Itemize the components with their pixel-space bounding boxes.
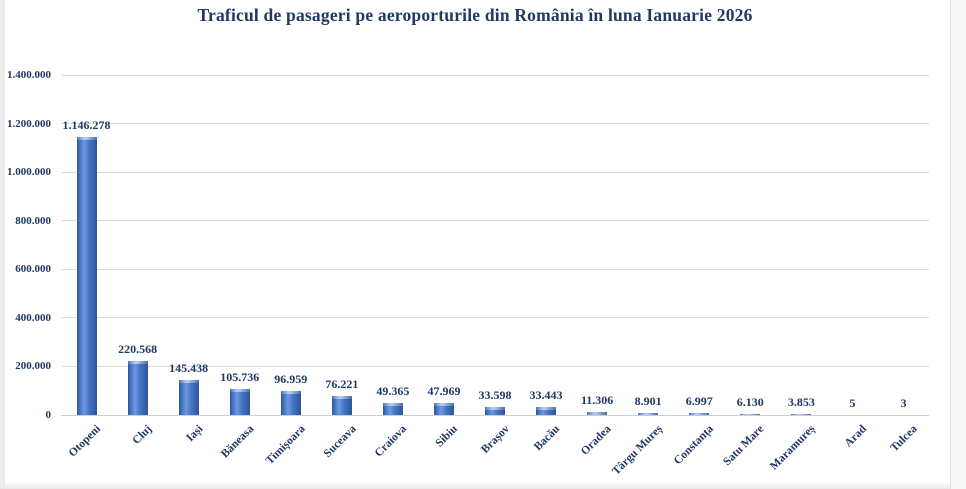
bar — [485, 406, 505, 415]
x-axis-category-label: Oradea — [578, 423, 614, 458]
x-axis-category-label: Tulcea — [888, 423, 920, 455]
bar-value-label: 3 — [900, 395, 907, 410]
bar — [280, 391, 301, 415]
bar — [536, 406, 557, 415]
y-axis-tick-label: 1.000.000 — [7, 166, 51, 179]
bar — [229, 389, 250, 415]
bar-value-label: 1.146.278 — [62, 117, 111, 132]
gridline — [61, 171, 929, 173]
x-axis-category-label: Otopeni — [66, 423, 104, 460]
y-axis-tick-label: 0 — [45, 409, 52, 421]
bar-value-label: 6.130 — [736, 394, 764, 409]
bar — [433, 403, 454, 415]
bar-value-label: 11.306 — [580, 393, 614, 408]
gridline — [61, 123, 929, 125]
x-axis-category-label: Arad — [842, 423, 869, 450]
x-axis-category-label: Târgu Mureș — [610, 423, 665, 478]
bar-value-label: 145.438 — [169, 360, 209, 375]
bar-value-label: 76.221 — [325, 377, 359, 392]
y-axis-tick-label: 1.400.000 — [7, 69, 51, 81]
page-left-edge — [0, 0, 5, 489]
x-axis-category-label: Sibiu — [433, 423, 461, 450]
bar-value-label: 3.853 — [787, 395, 815, 410]
x-axis-category-label: Constanța — [671, 423, 716, 468]
bar — [587, 412, 608, 415]
bar-value-label: 33.598 — [478, 387, 512, 402]
x-axis-category-label: Suceava — [321, 423, 359, 460]
bar-value-label: 5 — [849, 395, 856, 410]
y-axis-tick-label: 400.000 — [15, 311, 51, 324]
bar — [791, 414, 812, 415]
x-axis-category-label: Timișoara — [263, 423, 308, 468]
x-axis-category-label: Brașov — [478, 423, 512, 456]
bar-value-label: 105.736 — [220, 370, 260, 385]
y-axis-tick-label: 800.000 — [15, 214, 51, 227]
bar — [638, 412, 659, 415]
chart-title: Traficul de pasageri pe aeroporturile di… — [197, 5, 753, 25]
page-bottom-edge — [0, 482, 966, 489]
x-axis-category-label: Bacău — [532, 423, 563, 454]
x-axis-category-label: Băneasa — [218, 423, 257, 461]
x-axis-category-label: Iași — [183, 423, 206, 445]
y-axis-tick-label: 200.000 — [15, 360, 51, 373]
gridline — [61, 74, 929, 76]
gridline — [61, 268, 929, 270]
bar-value-label: 6.997 — [685, 394, 713, 409]
x-axis-category-label: Craiova — [372, 423, 410, 460]
bar — [382, 403, 403, 415]
bar — [76, 136, 97, 415]
bar — [331, 396, 352, 415]
gridline — [61, 220, 929, 222]
scrollbar-track[interactable] — [950, 0, 966, 489]
x-axis-category-label: Satu Mare — [721, 423, 767, 469]
gridline — [61, 365, 929, 367]
bar-value-label: 49.365 — [376, 384, 410, 398]
bar — [689, 413, 710, 415]
bar — [740, 413, 761, 415]
gridline — [61, 317, 929, 319]
bar-value-label: 47.969 — [427, 384, 461, 399]
y-axis-tick-label: 600.000 — [15, 263, 51, 276]
bar — [178, 379, 199, 415]
x-axis-baseline — [61, 414, 929, 416]
bar-value-label: 8.901 — [634, 393, 662, 408]
bar — [127, 361, 148, 415]
x-axis-category-label: Cluj — [130, 423, 155, 447]
x-axis-category-label: Maramureș — [768, 423, 818, 473]
y-axis-tick-label: 1.200.000 — [7, 117, 51, 130]
bar-value-label: 220.568 — [118, 342, 158, 357]
bar-value-label: 96.959 — [274, 372, 308, 387]
bar-value-label: 33.443 — [529, 387, 563, 402]
